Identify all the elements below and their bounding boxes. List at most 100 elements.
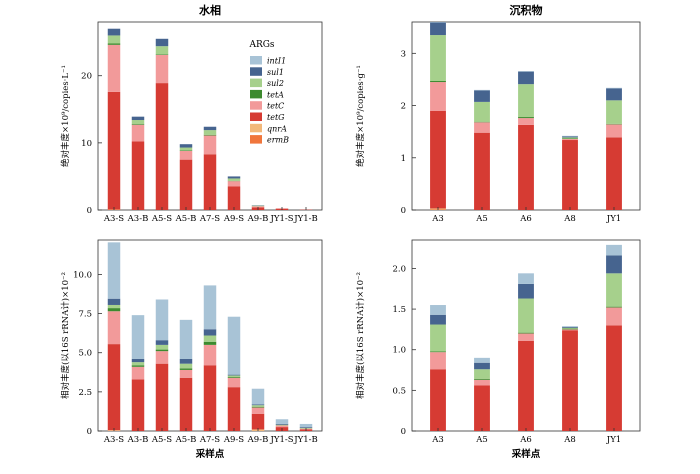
legend-label-sul1: sul1 <box>267 68 284 77</box>
bar-segment-teta <box>430 81 446 83</box>
bar-segment-inti1 <box>179 319 193 359</box>
bar-segment-sul1 <box>518 71 534 85</box>
y-tick-label: 1.5 <box>392 305 406 315</box>
bar-segment-tetc <box>155 351 169 364</box>
bar-segment-inti1 <box>227 316 241 375</box>
bar-segment-sul1 <box>251 404 265 406</box>
bar-segment-tetg <box>430 369 446 431</box>
bar-segment-tetg <box>131 379 145 431</box>
bar-segment-sul1 <box>227 176 241 179</box>
bar-segment-sul1 <box>179 144 193 148</box>
x-tick-label: A5-S <box>151 214 172 224</box>
bar-segment-inti1 <box>430 22 446 23</box>
bar-segment-sul2 <box>518 84 534 118</box>
bar-segment-tetg <box>251 413 265 430</box>
bar-segment-teta <box>155 54 169 55</box>
y-tick-label: 0 <box>401 206 406 216</box>
y-tick-label: 10 <box>81 139 92 149</box>
bar-segment-tetg <box>179 159 193 210</box>
x-tick-label: A5-S <box>151 435 172 445</box>
bar-segment-sul1 <box>430 22 446 36</box>
legend-swatch-tetg <box>250 112 262 121</box>
bar-segment-teta <box>474 378 490 380</box>
x-tick-label: JY1-S <box>269 214 293 224</box>
x-tick-label: A8 <box>563 214 576 224</box>
bar-segment-teta <box>606 123 622 125</box>
chart-panel-4: 0 0.5 1.0 1.5 2.0 相对丰度(以16S rRNA计)×10⁻² A3 A5 A6… <box>355 239 641 460</box>
y-tick-label: 0.5 <box>392 386 406 396</box>
bar-segment-teta <box>203 341 217 345</box>
bar-segment-sul1 <box>606 88 622 101</box>
chart-title: 水相 <box>199 3 221 17</box>
bar-segment-tetc <box>275 425 289 428</box>
bar-segment-inti1 <box>203 285 217 330</box>
bar-segment-tetg <box>227 186 241 210</box>
bar-segment-sul2 <box>430 324 446 352</box>
bar-segment-tetc <box>430 82 446 111</box>
bar-segment-tetc <box>203 344 217 366</box>
y-tick-label: 2.0 <box>392 264 406 274</box>
bar-segment-sul2 <box>227 178 241 181</box>
y-tick-label: 2.5 <box>78 388 92 398</box>
x-tick-label: JY1-B <box>293 435 318 445</box>
bar-segment-teta <box>518 332 534 334</box>
bar-segment-teta <box>606 306 622 308</box>
bar-segment-sul2 <box>251 405 265 407</box>
legend-swatch-qnra <box>250 123 262 133</box>
bar-segment-tetc <box>107 311 121 345</box>
x-tick-label: JY1 <box>606 214 621 224</box>
bar-segment-tetc <box>155 54 169 84</box>
y-tick-label: 2 <box>401 102 406 112</box>
bar-segment-sul2 <box>179 363 193 369</box>
bar-segment-teta <box>107 308 121 312</box>
bar-segment-tetg <box>606 137 622 210</box>
bar-segment-tetc <box>227 181 241 187</box>
bar-segment-tetg <box>155 83 169 210</box>
bar-segment-tetg <box>107 91 121 210</box>
bar-segment-sul2 <box>179 147 193 151</box>
bar-segment-sul1 <box>203 126 217 131</box>
bar-segment-sul2 <box>227 375 241 377</box>
bar-segment-inti1 <box>518 71 534 72</box>
x-tick-label: A8 <box>563 435 576 445</box>
x-tick-label: A6 <box>519 214 532 224</box>
bar-segment-tetc <box>227 377 241 388</box>
bar-segment-teta <box>562 328 578 330</box>
bar-segment-sul1 <box>203 329 217 336</box>
x-axis-label: 采样点 <box>511 448 541 460</box>
bar-segment-inti1 <box>606 87 622 89</box>
bar-segment-teta <box>474 121 490 123</box>
bar-segment-teta <box>131 365 145 367</box>
bar-segment-inti1 <box>562 326 578 327</box>
y-tick-label: 1.0 <box>392 346 406 356</box>
x-tick-label: A9-S <box>223 435 244 445</box>
bar-segment-teta <box>155 349 169 352</box>
bar-segment-sul2 <box>606 100 622 124</box>
bar-segment-inti1 <box>107 242 121 299</box>
bar-segment-tetg <box>203 365 217 431</box>
bar-segment-teta <box>251 406 265 408</box>
bar-segment-sul2 <box>107 35 121 44</box>
chart-title: 沉积物 <box>510 3 543 17</box>
bar-segment-sul1 <box>179 358 193 364</box>
bar-segment-sul2 <box>606 273 622 307</box>
bar-segment-inti1 <box>474 89 490 91</box>
bar-segment-tetc <box>251 407 265 414</box>
legend-label-sul2: sul2 <box>267 79 284 88</box>
legend-swatch-ermb <box>250 135 262 144</box>
chart-panel-2: 沉积物 0 1 2 3 绝对丰度×10⁹/copies·g⁻¹ A3 A5 A6 A8 JY1 <box>355 3 641 224</box>
x-tick-label: A3-S <box>103 214 124 224</box>
bar-segment-sul2 <box>203 335 217 342</box>
bar-segment-sul2 <box>251 205 265 207</box>
chart-panel-1: 水相 0 10 20 绝对丰度×10⁹/copies·L⁻¹ A3-S A3-B A5-S A5… <box>60 3 323 224</box>
bar-segment-inti1 <box>430 305 446 315</box>
x-tick-label: A3-B <box>127 435 149 445</box>
bar-segment-sul1 <box>155 340 169 345</box>
y-tick-label: 7.5 <box>78 310 92 320</box>
bar-segment-tetc <box>606 307 622 326</box>
legend-swatch-sul1 <box>250 67 262 76</box>
bar-segment-sul1 <box>562 326 578 328</box>
bar-segment-sul2 <box>131 362 145 366</box>
